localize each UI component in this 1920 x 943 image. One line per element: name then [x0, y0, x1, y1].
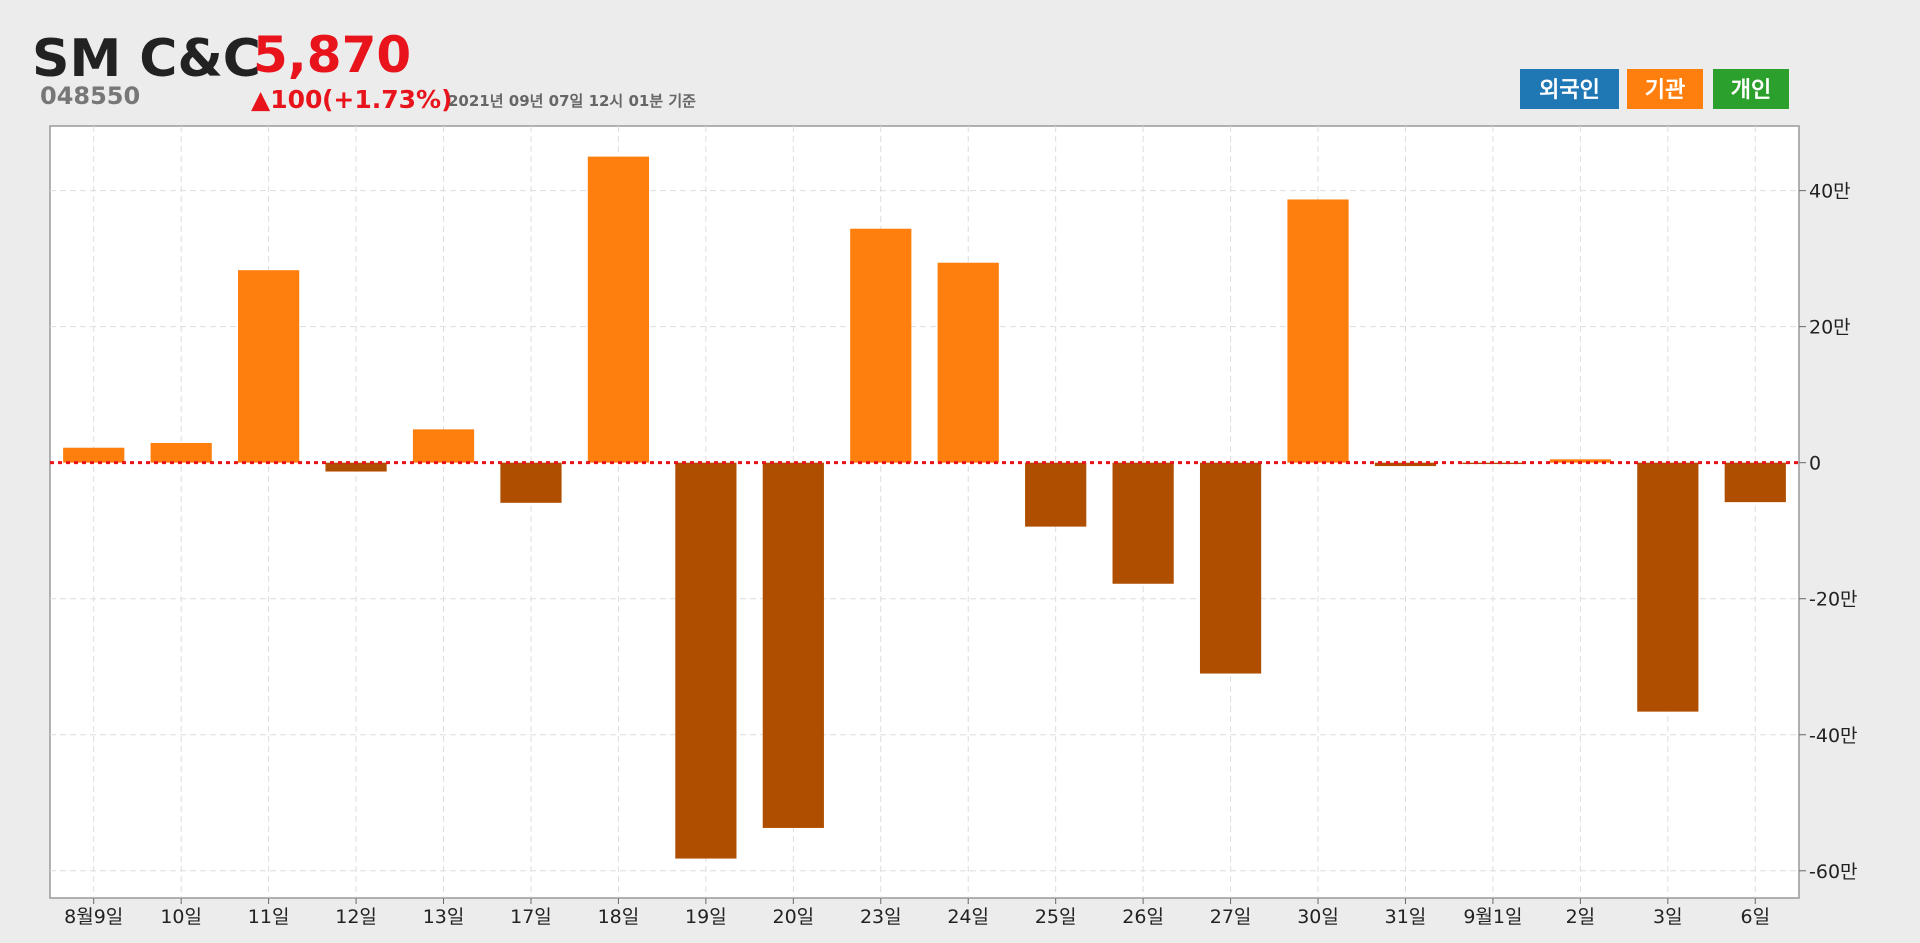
bar [1287, 199, 1349, 463]
bar [1199, 462, 1262, 674]
x-tick-label: 8월9일 [64, 906, 123, 928]
x-tick-label: 23일 [860, 906, 902, 928]
x-tick-label: 6일 [1740, 906, 1770, 928]
x-tick-label: 9월1일 [1463, 906, 1522, 928]
x-tick-label: 24일 [947, 906, 989, 928]
y-tick-label: 20만 [1809, 317, 1851, 339]
bar [1025, 462, 1087, 527]
filter-button-label[interactable]: 기관 [1645, 78, 1685, 103]
y-tick-label: 40만 [1809, 181, 1851, 203]
filter-button[interactable] [1713, 69, 1789, 109]
x-tick-label: 13일 [423, 906, 465, 928]
x-tick-label: 11일 [248, 906, 290, 928]
y-tick-label: -40만 [1809, 725, 1858, 747]
x-tick-label: 2일 [1566, 906, 1596, 928]
bar [762, 462, 824, 828]
stock-price: 5,870 [253, 26, 411, 84]
x-tick-label: 27일 [1210, 906, 1252, 928]
stock-code: 048550 [40, 82, 140, 110]
y-tick-label: -60만 [1809, 861, 1858, 883]
filter-button-label[interactable]: 개인 [1731, 78, 1771, 103]
filter-button[interactable] [1627, 69, 1703, 109]
timestamp: 2021년 09년 07일 12시 01분 기준 [448, 92, 696, 110]
bar [325, 462, 387, 472]
bar [1637, 462, 1699, 712]
x-tick-label: 12일 [335, 906, 377, 928]
bar [850, 228, 912, 463]
bar [1374, 462, 1437, 467]
bar [1549, 459, 1611, 463]
bar [1112, 462, 1174, 584]
x-tick-label: 3일 [1653, 906, 1683, 928]
x-tick-label: 31일 [1385, 906, 1427, 928]
filter-button-label[interactable]: 외국인 [1539, 78, 1600, 103]
bar [63, 447, 125, 463]
x-tick-label: 18일 [598, 906, 640, 928]
bar [937, 262, 999, 463]
price-change-pct: (+1.73%) [322, 85, 453, 114]
x-tick-label: 20일 [772, 906, 814, 928]
x-tick-label: 26일 [1122, 906, 1164, 928]
filter-button[interactable] [1520, 69, 1619, 109]
y-tick-label: -20만 [1809, 589, 1858, 611]
x-tick-label: 10일 [160, 906, 202, 928]
bar [500, 462, 562, 503]
x-tick-label: 25일 [1035, 906, 1077, 928]
x-tick-label: 17일 [510, 906, 552, 928]
bar [587, 156, 650, 463]
bar [412, 429, 475, 463]
x-tick-label: 19일 [685, 906, 727, 928]
bar [1724, 462, 1786, 503]
x-tick-label: 30일 [1297, 906, 1339, 928]
bar [675, 462, 737, 859]
stock-name: SM C&C [32, 29, 261, 89]
bar [150, 442, 212, 463]
plot-area [49, 125, 1800, 899]
bar [238, 270, 300, 463]
price-change: ▲100 [251, 85, 322, 114]
y-tick-label: 0 [1809, 453, 1821, 475]
